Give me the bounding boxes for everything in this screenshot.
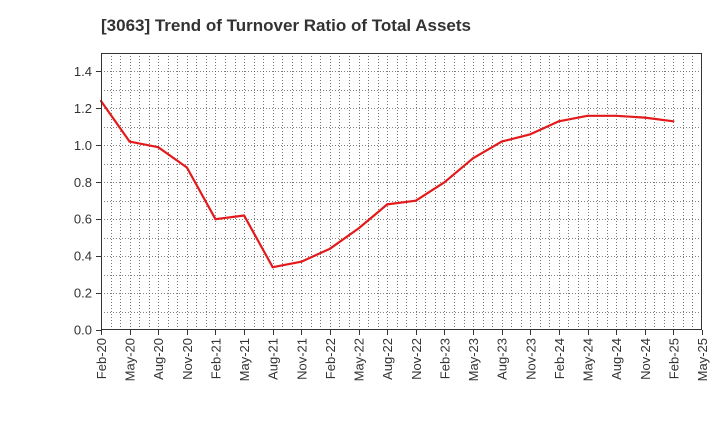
x-tick-label: May-21	[237, 338, 252, 381]
x-tick-label: Feb-23	[437, 338, 452, 379]
x-tick-label: May-23	[466, 338, 481, 381]
y-tick-label: 0.6	[74, 212, 92, 227]
x-tick-label: Nov-22	[409, 338, 424, 380]
plot-area	[101, 53, 702, 330]
x-tick-label: Aug-22	[380, 338, 395, 380]
data-point	[300, 260, 303, 263]
x-tick-label: Aug-20	[151, 338, 166, 380]
x-tick-label: Nov-21	[294, 338, 309, 380]
x-tick-label: Nov-23	[523, 338, 538, 380]
data-point	[271, 266, 274, 269]
data-point	[214, 218, 217, 221]
data-point	[500, 140, 503, 143]
data-point	[128, 140, 131, 143]
data-point	[185, 166, 188, 169]
x-axis: Feb-20 May-20 Aug-20 Nov-20 Feb-21 May-21 Aug-…	[94, 330, 710, 381]
x-tick-label: Feb-21	[208, 338, 223, 379]
x-tick-label: Feb-25	[666, 338, 681, 379]
y-tick-label: 1.0	[74, 138, 92, 153]
x-tick-label: May-20	[123, 338, 138, 381]
data-point	[471, 157, 475, 160]
chart-title: [3063] Trend of Turnover Ratio of Total …	[101, 16, 471, 35]
data-point	[672, 120, 675, 123]
y-tick-label: 0.4	[74, 249, 92, 264]
x-tick-label: Aug-23	[495, 338, 510, 380]
data-point	[443, 181, 446, 184]
y-tick-label: 0.8	[74, 175, 92, 190]
data-point	[586, 114, 589, 117]
x-tick-label: Feb-20	[94, 338, 109, 379]
x-tick-label: Aug-21	[266, 338, 281, 380]
data-point	[557, 120, 561, 123]
x-tick-label: Aug-24	[609, 338, 624, 380]
data-point	[243, 214, 246, 217]
y-tick-label: 1.2	[74, 101, 92, 116]
data-point	[357, 227, 360, 230]
y-axis: 0.0 0.2 0.4 0.6 0.8 1.0 1.2 1.4	[74, 64, 101, 338]
x-tick-label: May-25	[695, 338, 710, 381]
x-tick-label: Feb-24	[552, 338, 567, 379]
series-layer	[99, 99, 675, 269]
data-point	[386, 203, 389, 206]
data-point	[529, 133, 532, 136]
x-tick-label: May-22	[352, 338, 367, 381]
data-point	[328, 247, 332, 250]
plot-frame	[101, 53, 702, 330]
data-point	[643, 116, 646, 119]
data-point	[157, 146, 160, 149]
y-tick-label: 0.2	[74, 286, 92, 301]
data-point	[414, 199, 417, 202]
y-tick-label: 0.0	[74, 323, 92, 338]
y-tick-label: 1.4	[74, 64, 92, 79]
x-tick-label: Nov-20	[180, 338, 195, 380]
x-tick-label: Nov-24	[638, 338, 653, 380]
data-point	[615, 114, 618, 117]
x-tick-label: Feb-22	[323, 338, 338, 379]
x-tick-label: May-24	[581, 338, 596, 381]
